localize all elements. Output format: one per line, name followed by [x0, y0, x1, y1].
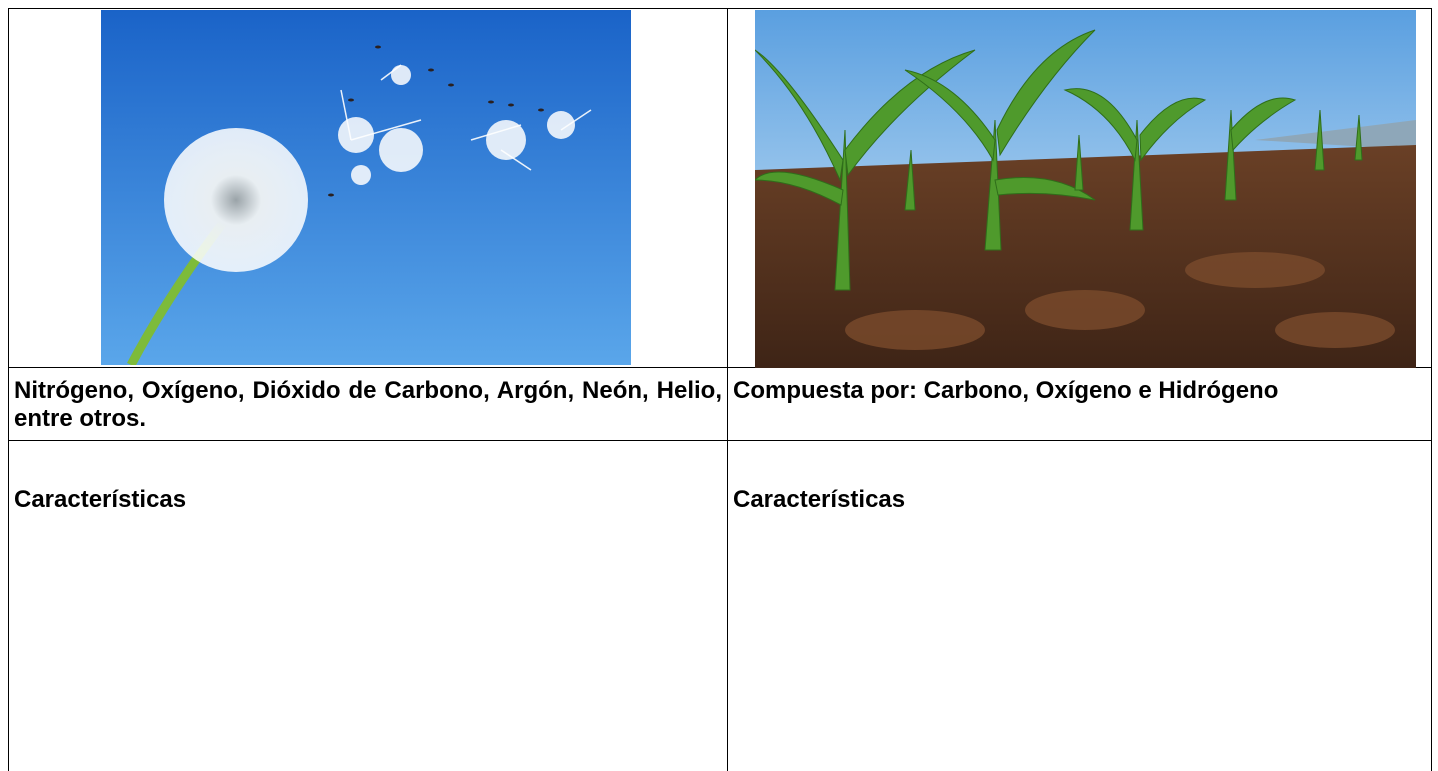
section-heading: Características	[733, 486, 906, 513]
cell-text: Compuesta por: Carbono, Oxígeno e Hidróg…	[733, 377, 1279, 404]
cell-text: Nitrógeno, Oxígeno, Dióxido de Carbono, …	[14, 377, 722, 432]
table-border	[727, 8, 728, 771]
row-border	[8, 367, 1432, 368]
table-border	[1431, 8, 1432, 771]
row-border	[8, 440, 1432, 441]
dandelion-image	[101, 10, 631, 365]
corn-field-image	[755, 10, 1416, 368]
section-heading: Características	[14, 486, 187, 513]
table-border	[8, 8, 9, 771]
table-border	[8, 8, 1432, 9]
